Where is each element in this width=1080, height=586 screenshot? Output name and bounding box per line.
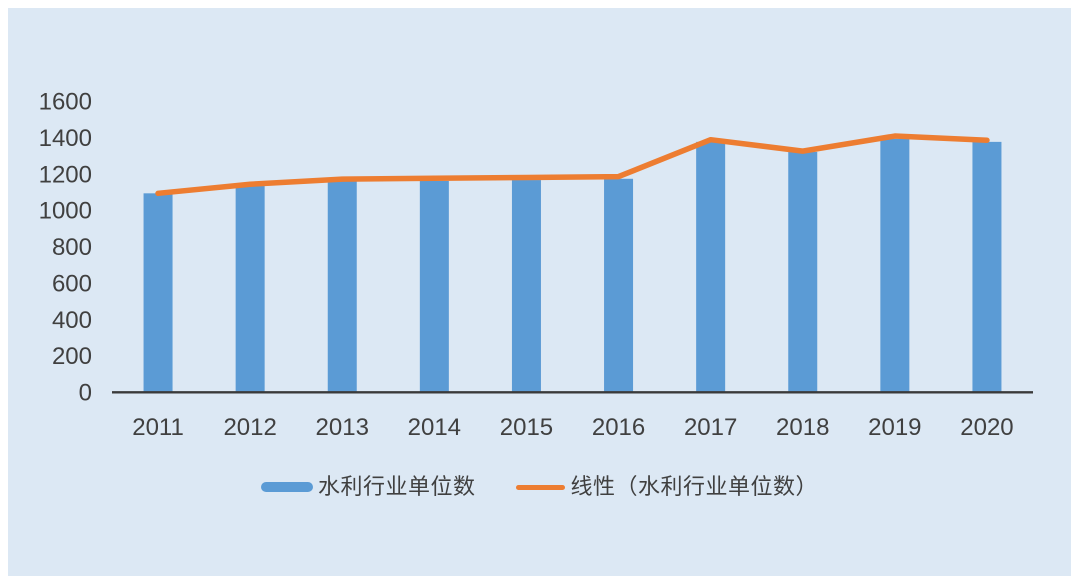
bar-2017	[696, 141, 726, 392]
chart-panel: 0 200 400 600 800 1000 1200 1400 1600 2011 2012 201…	[8, 8, 1071, 576]
bar-series-swatch-icon	[260, 482, 313, 492]
y-axis-tick-600: 600	[52, 270, 92, 297]
y-axis-tick-1400: 1400	[39, 125, 92, 152]
bar-2018	[788, 151, 818, 392]
x-axis-label-2019: 2019	[868, 414, 921, 441]
line-series-swatch-icon	[515, 484, 565, 490]
y-axis-tick-1000: 1000	[39, 198, 92, 225]
legend-item-line-series: 线性（水利行业单位数）	[515, 474, 819, 499]
y-axis-tick-1600: 1600	[39, 89, 92, 116]
x-axis-label-2012: 2012	[223, 414, 276, 441]
bar-2015	[511, 180, 541, 392]
x-axis-label-2018: 2018	[776, 414, 829, 441]
bar-2014	[419, 180, 449, 392]
trendline	[155, 133, 990, 197]
line-series-legend-label: 线性（水利行业单位数）	[570, 474, 819, 499]
legend-item-bar-series: 水利行业单位数	[260, 474, 476, 499]
bar-2011	[143, 193, 173, 392]
x-axis-label-2016: 2016	[592, 414, 645, 441]
x-axis-label-2020: 2020	[960, 414, 1013, 441]
x-axis-label-2011: 2011	[132, 414, 184, 441]
x-axis-label-2017: 2017	[684, 414, 737, 441]
y-axis-tick-0: 0	[79, 380, 92, 407]
x-axis-label-2013: 2013	[316, 414, 369, 441]
bar-2013	[327, 181, 357, 392]
bar-line-chart: 0 200 400 600 800 1000 1200 1400 1600 2011 2012 201…	[39, 89, 1033, 441]
bar-2020	[972, 141, 1002, 392]
x-axis-label-2014: 2014	[408, 414, 461, 441]
bar-2016	[604, 178, 634, 392]
chart-legend: 水利行业单位数 线性（水利行业单位数）	[8, 469, 1071, 505]
bar-2019	[880, 138, 910, 392]
y-axis-tick-1200: 1200	[39, 161, 92, 188]
x-axis-label-2015: 2015	[500, 414, 553, 441]
y-axis-tick-400: 400	[52, 307, 92, 334]
y-axis-tick-200: 200	[52, 343, 92, 370]
y-axis-tick-800: 800	[52, 234, 92, 261]
bar-2012	[235, 186, 265, 392]
bar-series-legend-label: 水利行业单位数	[317, 474, 476, 499]
